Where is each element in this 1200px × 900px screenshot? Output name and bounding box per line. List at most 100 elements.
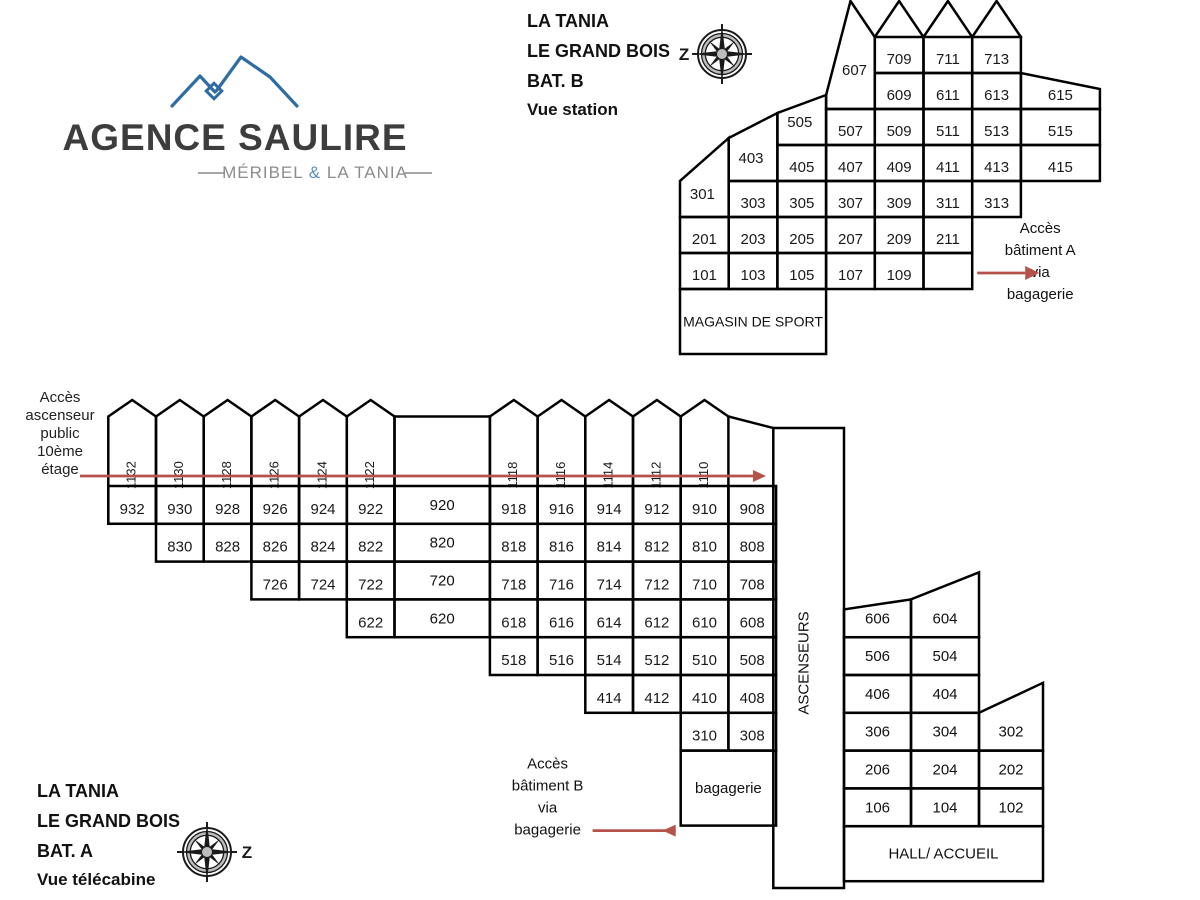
svg-text:516: 516 — [549, 652, 574, 669]
svg-text:304: 304 — [932, 724, 957, 741]
svg-text:public: public — [40, 425, 80, 442]
svg-text:étage: étage — [41, 461, 79, 478]
svg-text:bâtiment A: bâtiment A — [1005, 242, 1076, 259]
svg-text:616: 616 — [549, 614, 574, 631]
svg-text:207: 207 — [838, 231, 863, 248]
svg-text:103: 103 — [740, 267, 765, 284]
svg-text:409: 409 — [887, 159, 912, 176]
svg-text:109: 109 — [887, 267, 912, 284]
svg-text:820: 820 — [430, 535, 455, 552]
svg-text:505: 505 — [787, 114, 812, 131]
svg-text:609: 609 — [887, 87, 912, 104]
svg-text:LA TANIA: LA TANIA — [527, 11, 609, 31]
svg-text:bâtiment B: bâtiment B — [512, 778, 584, 795]
svg-text:204: 204 — [932, 762, 957, 779]
svg-text:714: 714 — [597, 576, 622, 593]
svg-text:810: 810 — [692, 539, 717, 556]
svg-text:606: 606 — [865, 610, 890, 627]
svg-text:910: 910 — [692, 501, 717, 518]
svg-text:726: 726 — [263, 576, 288, 593]
svg-text:106: 106 — [865, 799, 890, 816]
svg-text:306: 306 — [865, 724, 890, 741]
svg-text:724: 724 — [310, 576, 335, 593]
svg-text:824: 824 — [310, 539, 335, 556]
svg-text:206: 206 — [865, 762, 890, 779]
svg-text:LE GRAND BOIS: LE GRAND BOIS — [37, 811, 180, 831]
svg-text:LE GRAND BOIS: LE GRAND BOIS — [527, 41, 670, 61]
svg-text:107: 107 — [838, 267, 863, 284]
svg-text:928: 928 — [215, 501, 240, 518]
svg-text:Z: Z — [242, 843, 252, 862]
svg-text:Z: Z — [679, 45, 689, 64]
svg-text:LA TANIA: LA TANIA — [37, 781, 119, 801]
svg-text:MAGASIN DE SPORT: MAGASIN DE SPORT — [683, 314, 823, 330]
svg-text:620: 620 — [430, 610, 455, 627]
svg-text:926: 926 — [263, 501, 288, 518]
svg-text:512: 512 — [644, 652, 669, 669]
svg-text:718: 718 — [501, 576, 526, 593]
svg-text:BAT. B: BAT. B — [527, 71, 584, 91]
svg-text:622: 622 — [358, 614, 383, 631]
svg-text:403: 403 — [738, 150, 763, 167]
svg-text:511: 511 — [936, 123, 960, 140]
svg-text:710: 710 — [692, 576, 717, 593]
svg-text:309: 309 — [887, 195, 912, 212]
svg-text:918: 918 — [501, 501, 526, 518]
svg-text:ascenseur: ascenseur — [25, 407, 94, 424]
svg-text:826: 826 — [263, 539, 288, 556]
svg-text:404: 404 — [932, 686, 957, 703]
svg-text:920: 920 — [430, 497, 455, 514]
svg-text:ASCENSEURS: ASCENSEURS — [796, 611, 813, 714]
svg-text:506: 506 — [865, 648, 890, 665]
svg-text:613: 613 — [984, 87, 1009, 104]
svg-text:607: 607 — [842, 62, 867, 79]
svg-text:712: 712 — [644, 576, 669, 593]
svg-text:Vue télécabine: Vue télécabine — [37, 870, 155, 889]
svg-text:509: 509 — [887, 123, 912, 140]
svg-text:203: 203 — [740, 231, 765, 248]
svg-text:308: 308 — [740, 728, 765, 745]
svg-text:507: 507 — [838, 123, 863, 140]
svg-text:722: 722 — [358, 576, 383, 593]
svg-text:518: 518 — [501, 652, 526, 669]
svg-text:311: 311 — [936, 195, 960, 212]
svg-text:410: 410 — [692, 690, 717, 707]
svg-text:bagagerie: bagagerie — [1007, 286, 1074, 303]
svg-text:102: 102 — [998, 799, 1023, 816]
svg-text:104: 104 — [932, 799, 957, 816]
svg-text:408: 408 — [740, 690, 765, 707]
svg-text:822: 822 — [358, 539, 383, 556]
svg-text:307: 307 — [838, 195, 863, 212]
svg-text:406: 406 — [865, 686, 890, 703]
svg-text:202: 202 — [998, 762, 1023, 779]
svg-text:via: via — [538, 800, 558, 817]
svg-text:AGENCE SAULIRE: AGENCE SAULIRE — [63, 117, 408, 158]
svg-text:716: 716 — [549, 576, 574, 593]
svg-text:BAT. A: BAT. A — [37, 841, 93, 861]
svg-text:816: 816 — [549, 539, 574, 556]
svg-text:Accès: Accès — [527, 756, 568, 773]
svg-text:105: 105 — [789, 267, 814, 284]
svg-text:828: 828 — [215, 539, 240, 556]
svg-text:HALL/ ACCUEIL: HALL/ ACCUEIL — [888, 846, 998, 863]
svg-text:10ème: 10ème — [37, 443, 83, 460]
svg-text:515: 515 — [1048, 123, 1073, 140]
svg-text:808: 808 — [740, 539, 765, 556]
svg-text:303: 303 — [740, 195, 765, 212]
svg-text:209: 209 — [887, 231, 912, 248]
svg-text:201: 201 — [692, 231, 717, 248]
svg-text:MÉRIBEL & LA TANIA: MÉRIBEL & LA TANIA — [222, 163, 408, 182]
svg-text:412: 412 — [644, 690, 669, 707]
svg-text:912: 912 — [644, 501, 669, 518]
svg-text:922: 922 — [358, 501, 383, 518]
svg-text:305: 305 — [789, 195, 814, 212]
svg-text:313: 313 — [984, 195, 1009, 212]
svg-text:611: 611 — [936, 87, 960, 104]
svg-text:709: 709 — [887, 51, 912, 68]
svg-text:908: 908 — [740, 501, 765, 518]
svg-text:713: 713 — [984, 51, 1009, 68]
svg-text:604: 604 — [932, 610, 957, 627]
svg-text:830: 830 — [167, 539, 192, 556]
svg-text:930: 930 — [167, 501, 192, 518]
svg-text:415: 415 — [1048, 159, 1073, 176]
